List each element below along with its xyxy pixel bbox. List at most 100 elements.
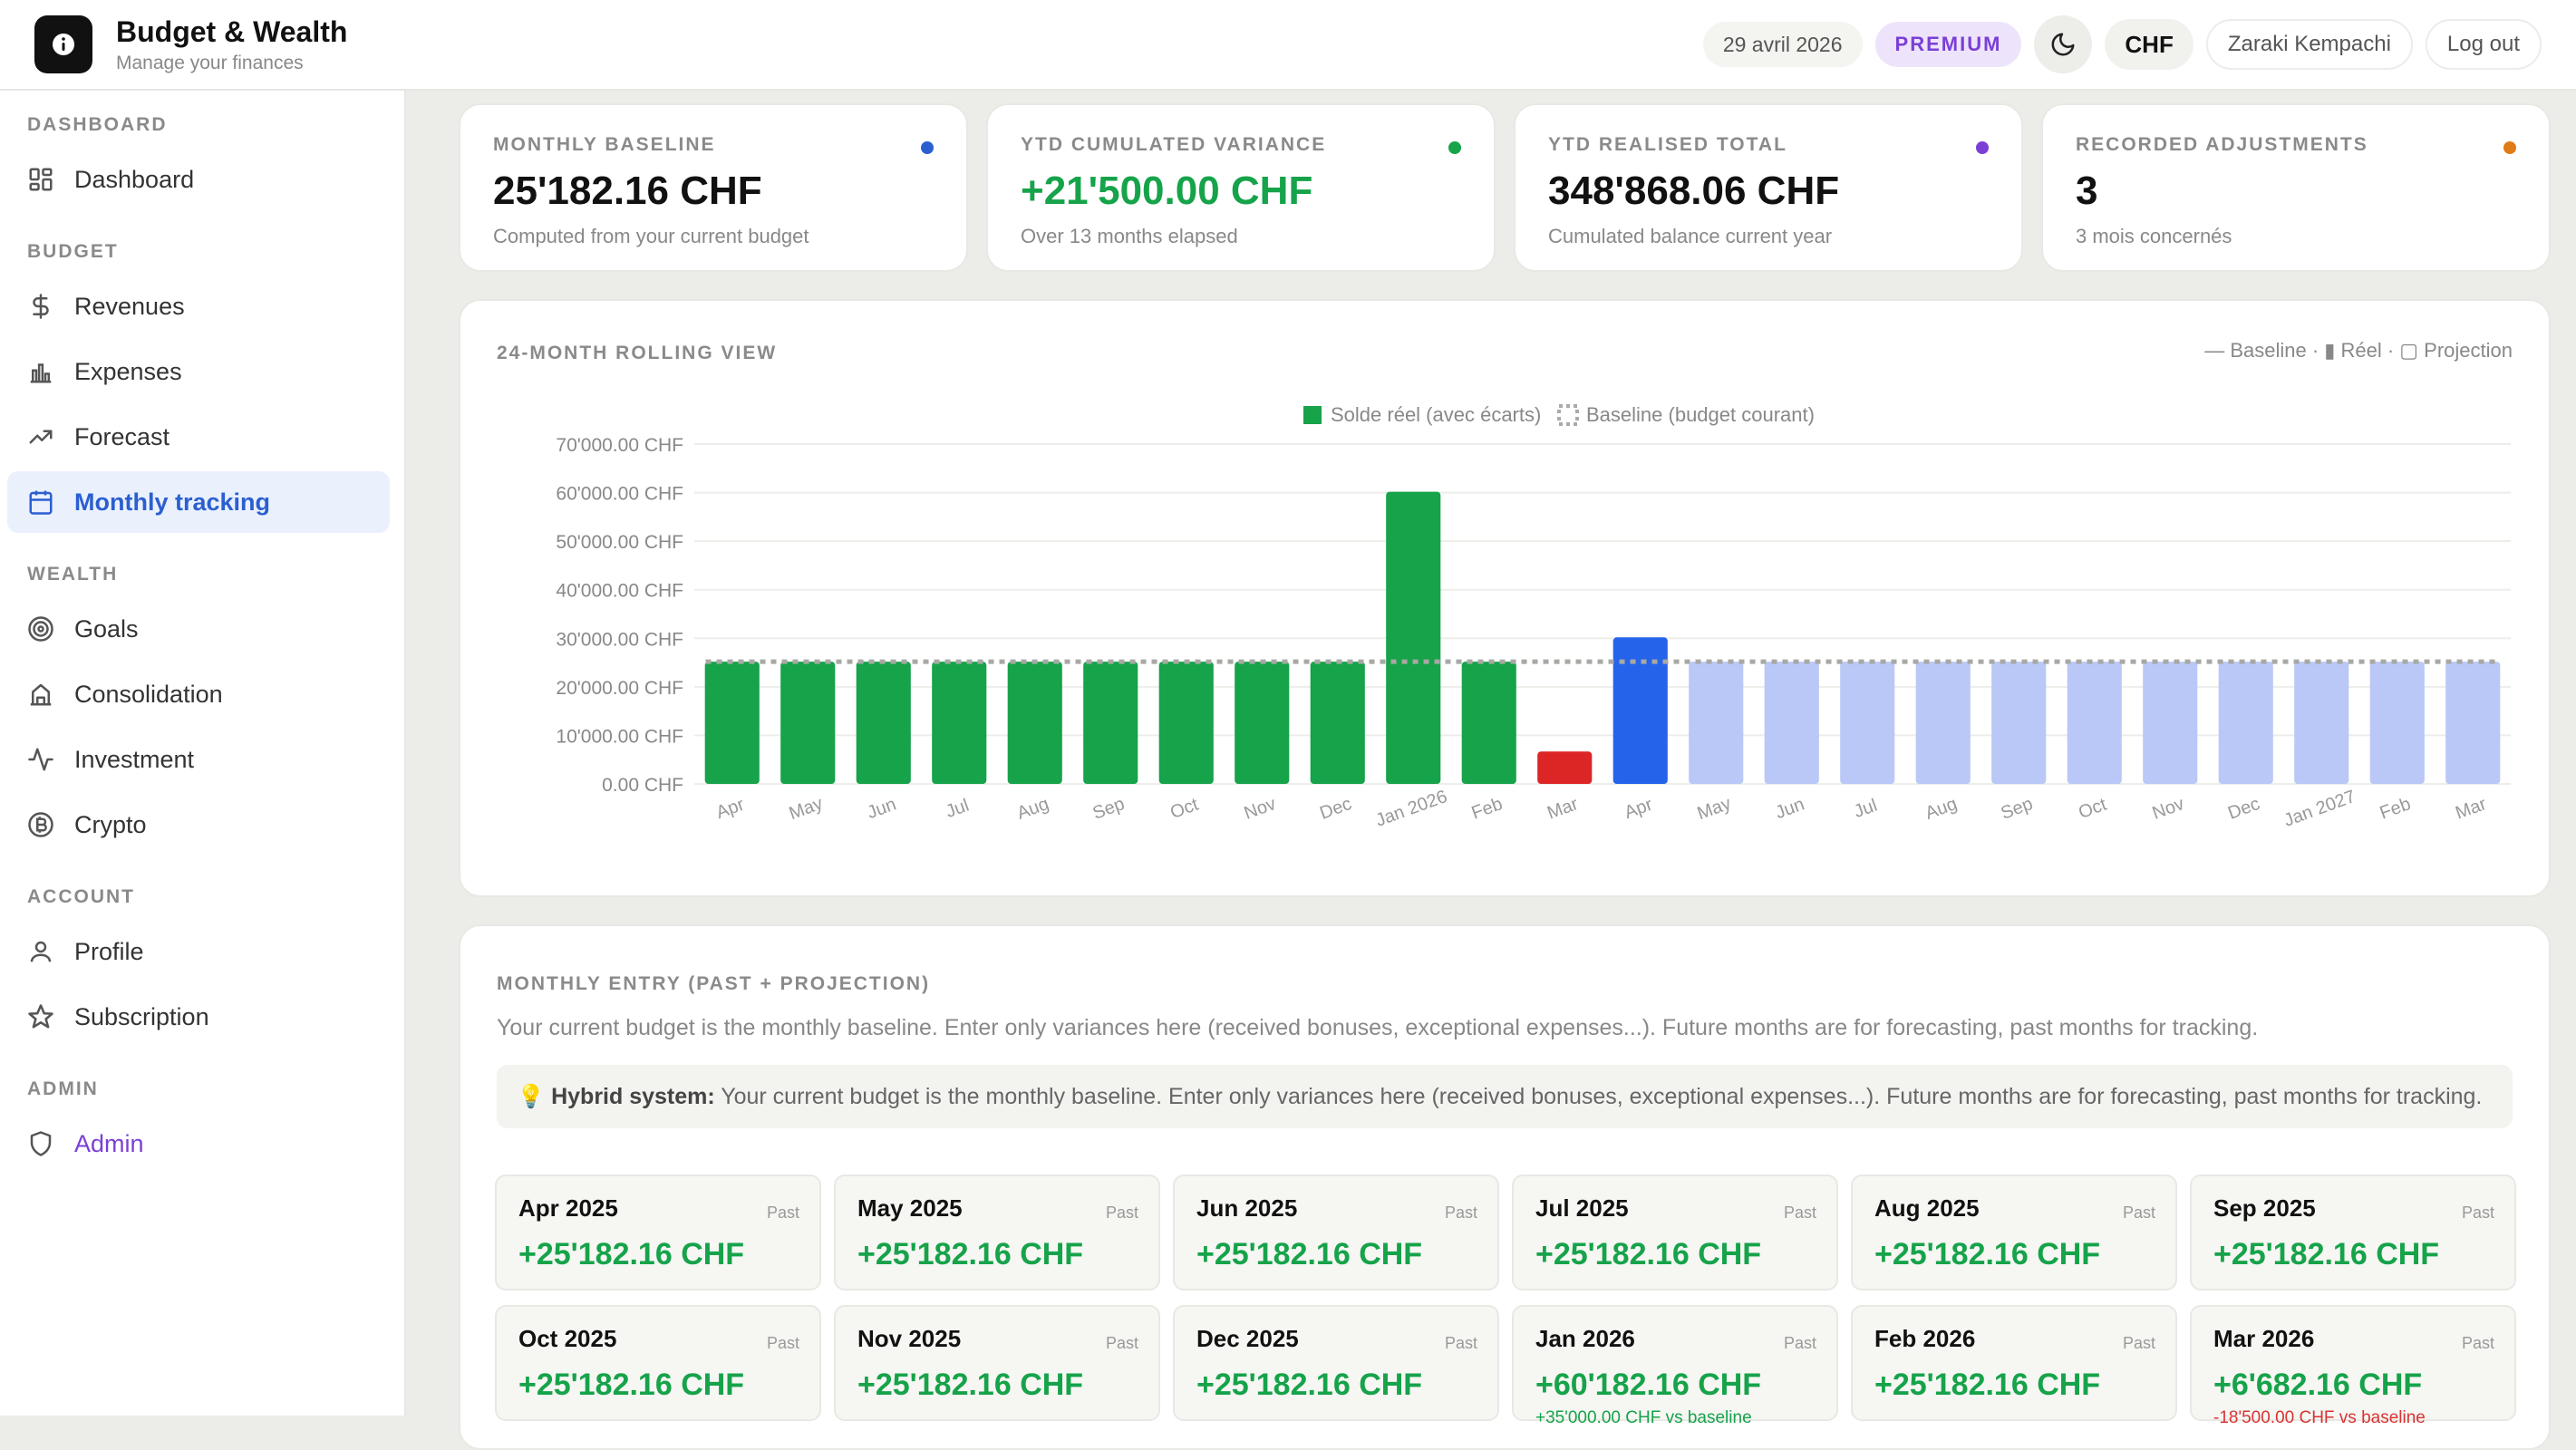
sidebar-item-subscription[interactable]: Subscription xyxy=(7,986,390,1048)
top-bar: Budget & Wealth Manage your finances 29 … xyxy=(0,0,2576,91)
sidebar-item-label: Monthly tracking xyxy=(74,488,271,516)
bar-projection[interactable] xyxy=(1915,662,1971,784)
month-tile[interactable]: May 2025 Past +25'182.16 CHF xyxy=(834,1174,1160,1290)
trending-up-icon xyxy=(29,430,53,444)
bar-past[interactable] xyxy=(704,662,760,784)
sidebar-item-label: Consolidation xyxy=(74,680,223,708)
monthly-entry-card: MONTHLY ENTRY (PAST + PROJECTION) Your c… xyxy=(459,924,2551,1450)
bar-projection[interactable] xyxy=(2218,662,2273,784)
month-tile[interactable]: Jul 2025 Past +25'182.16 CHF xyxy=(1512,1174,1838,1290)
dashboard-icon xyxy=(29,168,53,191)
hybrid-text: Your current budget is the monthly basel… xyxy=(714,1084,2483,1109)
month-tile[interactable]: Aug 2025 Past +25'182.16 CHF xyxy=(1851,1174,2177,1290)
theme-toggle-button[interactable] xyxy=(2034,15,2093,73)
sidebar-item-consolidation[interactable]: Consolidation xyxy=(7,663,390,725)
bar-past[interactable] xyxy=(1310,662,1365,784)
bar-past[interactable] xyxy=(856,662,911,784)
bank-icon xyxy=(30,683,52,706)
month-tile[interactable]: Sep 2025 Past +25'182.16 CHF xyxy=(2190,1174,2516,1290)
app-subtitle: Manage your finances xyxy=(116,52,304,73)
bar-past[interactable] xyxy=(780,662,836,784)
legend-label[interactable]: Baseline (budget courant) xyxy=(1586,403,1815,426)
sidebar-item-forecast[interactable]: Forecast xyxy=(7,406,390,468)
stat-label: MONTHLY BASELINE xyxy=(493,134,716,155)
moon-icon xyxy=(2051,33,2075,56)
month-value: +25'182.16 CHF xyxy=(1874,1237,2101,1271)
bar-projection[interactable] xyxy=(1840,662,1895,784)
bar-negative[interactable] xyxy=(1537,751,1593,784)
status-dot xyxy=(2503,141,2516,154)
month-tile[interactable]: Jan 2026 Past +60'182.16 CHF +35'000.00 CHF… xyxy=(1512,1305,1838,1427)
section-label: ACCOUNT xyxy=(27,886,135,907)
month-tile[interactable]: Oct 2025 Past +25'182.16 CHF xyxy=(495,1305,821,1421)
legend-label[interactable]: Solde réel (avec écarts) xyxy=(1331,403,1541,426)
x-tick-label: Nov xyxy=(2150,794,2187,824)
y-tick-label: 40'000.00 CHF xyxy=(556,581,683,602)
hybrid-label: Hybrid system: xyxy=(551,1084,715,1109)
month-tile[interactable]: Nov 2025 Past +25'182.16 CHF xyxy=(834,1305,1160,1421)
bar-projection[interactable] xyxy=(1991,662,2047,784)
sidebar-item-crypto[interactable]: Crypto xyxy=(7,794,390,856)
bar-past[interactable] xyxy=(932,662,987,784)
sidebar-item-label: Crypto xyxy=(74,810,147,838)
bar-projection[interactable] xyxy=(2369,662,2425,784)
month-value: +25'182.16 CHF xyxy=(857,1368,1084,1402)
sidebar-item-admin[interactable]: Admin xyxy=(7,1113,390,1174)
sidebar-section-admin: ADMIN Admin xyxy=(0,1078,404,1174)
chart-card: 24-MONTH ROLLING VIEW — Baseline · ▮ Rée… xyxy=(459,299,2551,897)
sidebar-item-profile[interactable]: Profile xyxy=(7,921,390,982)
month-value: +6'682.16 CHF xyxy=(2213,1368,2423,1402)
lightbulb-icon: 💡 xyxy=(517,1084,546,1109)
rolling-view-chart: Solde réel (avec écarts) Baseline (budget… xyxy=(556,403,2511,831)
sidebar-item-label: Dashboard xyxy=(74,165,195,193)
bar-past[interactable] xyxy=(1386,491,1441,784)
month-tile[interactable]: Mar 2026 Past +6'682.16 CHF -18'500.00 CHF … xyxy=(2190,1305,2516,1427)
bar-past[interactable] xyxy=(1083,662,1138,784)
bar-past[interactable] xyxy=(1158,662,1214,784)
sidebar-item-dashboard[interactable]: Dashboard xyxy=(7,149,390,210)
stat-card-monthly-baseline: MONTHLY BASELINE 25'182.16 CHF Computed … xyxy=(459,103,968,272)
sidebar-item-investment[interactable]: Investment xyxy=(7,729,390,790)
bar-projection[interactable] xyxy=(2445,662,2501,784)
hybrid-info-box: 💡 Hybrid system: Your current budget is … xyxy=(497,1065,2513,1128)
sidebar-item-revenues[interactable]: Revenues xyxy=(7,276,390,337)
bar-past[interactable] xyxy=(1461,662,1516,784)
sidebar-item-label: Profile xyxy=(74,937,144,965)
y-tick-label: 0.00 CHF xyxy=(602,775,683,796)
bar-projection[interactable] xyxy=(2067,662,2122,784)
sidebar-item-goals[interactable]: Goals xyxy=(7,598,390,660)
x-tick-label: Dec xyxy=(1317,794,1354,824)
bar-projection[interactable] xyxy=(1689,662,1744,784)
stat-card-ytd-realised: YTD REALISED TOTAL 348'868.06 CHF Cumula… xyxy=(1514,103,2023,272)
month-name: Feb 2026 xyxy=(1874,1325,1976,1352)
bar-past[interactable] xyxy=(1007,662,1062,784)
month-tile[interactable]: Feb 2026 Past +25'182.16 CHF xyxy=(1851,1305,2177,1421)
y-tick-label: 30'000.00 CHF xyxy=(556,629,683,650)
bar-past[interactable] xyxy=(1235,662,1290,784)
x-tick-label: Jul xyxy=(1851,796,1880,822)
bar-current[interactable] xyxy=(1612,637,1668,784)
bar-projection[interactable] xyxy=(1764,662,1819,784)
user-name-button[interactable]: Zaraki Kempachi xyxy=(2205,19,2413,70)
currency-button[interactable]: CHF xyxy=(2105,19,2193,70)
month-name: Apr 2025 xyxy=(518,1194,618,1222)
month-status-tag: Past xyxy=(2122,1334,2155,1352)
month-name: Mar 2026 xyxy=(2213,1325,2315,1352)
section-label: ADMIN xyxy=(27,1078,99,1099)
month-tile[interactable]: Jun 2025 Past +25'182.16 CHF xyxy=(1173,1174,1499,1290)
stat-sub: Over 13 months elapsed xyxy=(1021,225,1238,247)
bar-projection[interactable] xyxy=(2143,662,2198,784)
month-tile[interactable]: Dec 2025 Past +25'182.16 CHF xyxy=(1173,1305,1499,1421)
sidebar-item-monthly-tracking[interactable]: Monthly tracking xyxy=(7,471,390,533)
stat-value: 25'182.16 CHF xyxy=(493,169,762,213)
month-status-tag: Past xyxy=(2461,1204,2494,1222)
bar-chart-icon xyxy=(30,363,52,383)
app-logo-icon[interactable] xyxy=(34,15,92,73)
sidebar-item-expenses[interactable]: Expenses xyxy=(7,341,390,402)
logout-button[interactable]: Log out xyxy=(2425,19,2542,70)
month-tile[interactable]: Apr 2025 Past +25'182.16 CHF xyxy=(495,1174,821,1290)
x-tick-label: Sep xyxy=(1090,794,1128,824)
section-label: BUDGET xyxy=(27,241,119,262)
bar-projection[interactable] xyxy=(2294,662,2349,784)
stat-card-ytd-variance: YTD CUMULATED VARIANCE +21'500.00 CHF Ov… xyxy=(986,103,1496,272)
